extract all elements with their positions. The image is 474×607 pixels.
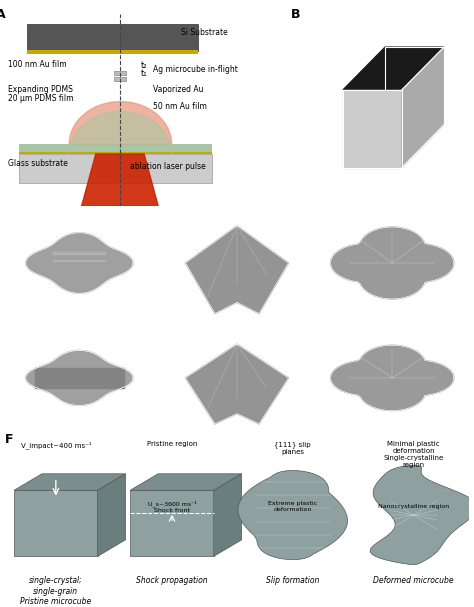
Polygon shape xyxy=(26,350,133,405)
Text: Expanding PDMS: Expanding PDMS xyxy=(8,85,73,93)
Polygon shape xyxy=(14,474,126,490)
Text: V_impact~400 ms⁻¹: V_impact~400 ms⁻¹ xyxy=(20,441,91,449)
Polygon shape xyxy=(98,474,126,557)
Polygon shape xyxy=(14,490,98,557)
Text: E₂: E₂ xyxy=(320,335,332,345)
Text: Extreme plastic
deformation: Extreme plastic deformation xyxy=(268,501,317,512)
Polygon shape xyxy=(82,154,158,206)
Polygon shape xyxy=(331,345,454,410)
Text: Pristine region: Pristine region xyxy=(147,441,197,447)
Text: E₁: E₁ xyxy=(320,216,332,226)
Text: t₂: t₂ xyxy=(141,61,148,70)
FancyBboxPatch shape xyxy=(27,24,198,51)
FancyBboxPatch shape xyxy=(19,144,212,152)
Text: Slip formation: Slip formation xyxy=(266,576,319,585)
Text: F: F xyxy=(5,433,13,446)
Polygon shape xyxy=(331,227,454,299)
Text: 50 nm Au film: 50 nm Au film xyxy=(153,102,207,111)
Polygon shape xyxy=(130,490,214,557)
Text: A: A xyxy=(0,8,6,21)
Text: U_s~3600 ms⁻¹
Shock front: U_s~3600 ms⁻¹ Shock front xyxy=(147,501,196,513)
Polygon shape xyxy=(130,474,242,490)
Text: Extreme plastic flow: Extreme plastic flow xyxy=(323,421,394,427)
Text: Minimal plastic
deformation
Single-crystalline
region: Minimal plastic deformation Single-cryst… xyxy=(383,441,444,468)
Text: Si Substrate: Si Substrate xyxy=(181,29,228,38)
Text: Ag microcube in-flight: Ag microcube in-flight xyxy=(153,66,237,74)
Polygon shape xyxy=(26,232,133,293)
Text: t₁: t₁ xyxy=(141,69,148,78)
Polygon shape xyxy=(343,90,402,168)
Text: C₂: C₂ xyxy=(9,335,22,345)
Polygon shape xyxy=(185,344,288,424)
Text: 20 μm PDMS film: 20 μm PDMS film xyxy=(8,95,73,103)
Polygon shape xyxy=(238,470,347,560)
Text: single-crystal;
single-grain
Pristine microcube: single-crystal; single-grain Pristine mi… xyxy=(20,576,91,606)
FancyBboxPatch shape xyxy=(114,72,126,75)
FancyBboxPatch shape xyxy=(114,77,126,81)
Text: Vaporized Au: Vaporized Au xyxy=(153,85,203,93)
Text: D₂: D₂ xyxy=(168,335,182,345)
Text: B: B xyxy=(291,8,301,21)
Text: Glass substrate: Glass substrate xyxy=(8,158,67,168)
Text: C₁: C₁ xyxy=(9,216,22,226)
Polygon shape xyxy=(185,226,288,313)
Polygon shape xyxy=(370,466,474,565)
Polygon shape xyxy=(214,474,242,557)
Text: D₁: D₁ xyxy=(168,216,182,226)
Text: Surface slip steps: Surface slip steps xyxy=(184,215,246,222)
Text: Nanocrystalline region: Nanocrystalline region xyxy=(378,504,449,509)
Text: Shock propagation: Shock propagation xyxy=(136,576,208,585)
Text: {111} slip
planes: {111} slip planes xyxy=(274,441,311,455)
Text: 100 nm Au film: 100 nm Au film xyxy=(8,59,66,69)
FancyBboxPatch shape xyxy=(27,50,198,54)
Text: Deformed microcube: Deformed microcube xyxy=(373,576,454,585)
Polygon shape xyxy=(343,47,444,90)
Polygon shape xyxy=(35,368,124,388)
Text: ablation laser pulse: ablation laser pulse xyxy=(130,163,206,171)
FancyBboxPatch shape xyxy=(19,154,212,183)
Polygon shape xyxy=(402,47,444,168)
FancyBboxPatch shape xyxy=(19,152,212,154)
